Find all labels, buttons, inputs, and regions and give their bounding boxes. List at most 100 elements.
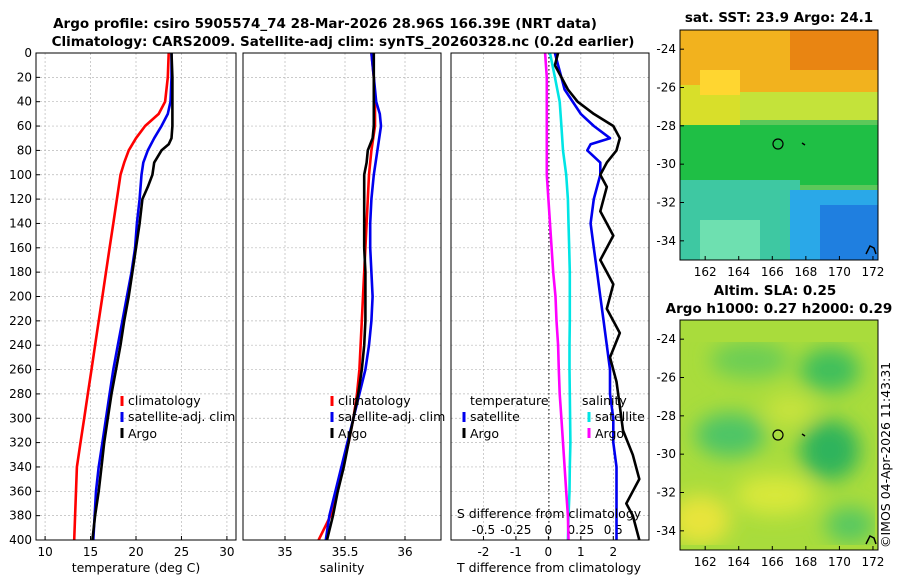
y-tick-label: 60	[17, 119, 32, 133]
series-line-t-satellite	[553, 53, 618, 540]
map-y-tick-label: -26	[656, 371, 676, 385]
x-tick-label: 0	[545, 545, 553, 559]
sst-map-box	[679, 29, 879, 261]
difference-legend: temperature satellite Argo salinity sate…	[462, 393, 645, 441]
sla-map-title-line2: Argo h1000: 0.27 h2000: 0.29	[666, 301, 893, 317]
series-line-satellite-adj-clim	[324, 53, 383, 540]
salinity-panel: 35 35.5 36 salinity climatology satellite-…	[242, 52, 445, 575]
map-y-tick-label: -32	[656, 196, 676, 210]
temperature-axes-box	[35, 52, 237, 541]
sla-map-title-line1: Altim. SLA: 0.25	[714, 283, 836, 299]
series-line-s-argo	[543, 53, 570, 540]
map-x-tick-label: 162	[694, 555, 717, 569]
sla-field-anomalies	[680, 342, 875, 545]
legend-s-satellite-label: satellite	[595, 409, 645, 424]
map-y-tick-label: -34	[656, 234, 676, 248]
imos-credit: ©IMOS 04-Apr-2026 11:43:31	[878, 362, 893, 548]
map-x-tick-label: 164	[727, 265, 750, 279]
sst-coast	[865, 244, 877, 255]
legend-argo-label: Argo	[128, 426, 157, 441]
map-y-tick-label: -30	[656, 157, 676, 171]
map-y-tick-label: -24	[656, 332, 676, 346]
y-tick-label: 120	[9, 192, 32, 206]
legend-t-argo-label: Argo	[470, 426, 499, 441]
temperature-panel: 0 20 40 60 80 100 120 140 160 180 200 220 240 260 280 3…	[9, 46, 237, 575]
difference-axes-box	[450, 52, 650, 541]
legend-t-satellite-label: satellite	[470, 409, 520, 424]
salinity-axes-box	[242, 52, 442, 541]
series-line-t-argo	[553, 53, 641, 540]
sst-map: sat. SST: 23.9 Argo: 24.1 162 164 166	[656, 10, 884, 279]
sla-float-marker	[772, 429, 784, 441]
x-tick-label: -1	[510, 545, 522, 559]
x-tick-label: 35.5	[332, 545, 359, 559]
series-line-s-satellite	[548, 53, 572, 540]
legend-climatology-label: climatology	[338, 393, 411, 408]
y-tick-label: 200	[9, 290, 32, 304]
s-tick-label: 0.25	[567, 523, 594, 537]
x-tick-label: 36	[397, 545, 412, 559]
legend-s-argo-label: Argo	[595, 426, 624, 441]
sla-heatmap-image	[680, 320, 878, 550]
difference-xlabel: T difference from climatology	[456, 560, 642, 575]
y-tick-label: 320	[9, 436, 32, 450]
temperature-xlabel: temperature (deg C)	[72, 560, 201, 575]
series-line-climatology	[72, 53, 170, 540]
map-x-tick-label: 166	[761, 265, 784, 279]
y-tick-label: 220	[9, 314, 32, 328]
map-y-tick-label: -26	[656, 81, 676, 95]
map-y-tick-label: -28	[656, 119, 676, 133]
sla-island	[801, 433, 806, 437]
x-tick-label: 35	[277, 545, 292, 559]
map-x-tick-label: 172	[862, 555, 885, 569]
y-tick-label: 160	[9, 241, 32, 255]
salinity-xlabel: salinity	[320, 560, 365, 575]
legend-satellite-label: satellite-adj. clim	[128, 409, 235, 424]
y-tick-label: 140	[9, 216, 32, 230]
s-tick-label: 0	[545, 523, 553, 537]
y-tick-label: 340	[9, 460, 32, 474]
sst-field-cool-band	[680, 125, 878, 260]
map-x-tick-label: 168	[794, 265, 817, 279]
x-tick-label: 25	[174, 545, 189, 559]
y-tick-label: 400	[9, 533, 32, 547]
s-difference-label: S difference from climatology	[457, 506, 642, 521]
figure-title-line1: Argo profile: csiro 5905574_74 28-Mar-20…	[53, 16, 597, 32]
y-tick-label: 0	[24, 46, 32, 60]
sla-coast	[865, 534, 877, 545]
sla-map: Altim. SLA: 0.25 Argo h1000: 0.27 h2000:…	[656, 283, 892, 569]
map-x-tick-label: 170	[828, 555, 851, 569]
y-tick-label: 180	[9, 265, 32, 279]
legend-argo-label: Argo	[338, 426, 367, 441]
x-tick-label: 10	[37, 545, 52, 559]
y-tick-label: 100	[9, 168, 32, 182]
legend-satellite-label: satellite-adj. clim	[338, 409, 445, 424]
y-tick-label: 80	[17, 143, 32, 157]
y-tick-label: 240	[9, 338, 32, 352]
y-tick-label: 20	[17, 70, 32, 84]
map-y-tick-label: -24	[656, 42, 676, 56]
x-tick-label: 20	[128, 545, 143, 559]
map-x-tick-label: 170	[828, 265, 851, 279]
series-line-argo	[325, 53, 376, 540]
s-tick-label: -0.5	[472, 523, 495, 537]
y-tick-label: 280	[9, 387, 32, 401]
map-x-tick-label: 162	[694, 265, 717, 279]
difference-panel: -2 -1 0 1 2 -0.5 -0.25 0 0.25 0.5 T difference f…	[450, 52, 650, 575]
map-x-tick-label: 166	[761, 555, 784, 569]
map-y-tick-label: -30	[656, 447, 676, 461]
legend-temperature-title: temperature	[470, 393, 549, 408]
sst-map-title: sat. SST: 23.9 Argo: 24.1	[685, 10, 873, 26]
map-y-tick-label: -28	[656, 409, 676, 423]
legend-climatology-label: climatology	[128, 393, 201, 408]
x-tick-label: 2	[609, 545, 617, 559]
map-y-tick-label: -32	[656, 486, 676, 500]
map-x-tick-label: 172	[862, 265, 885, 279]
x-tick-label: 1	[577, 545, 585, 559]
x-tick-label: 30	[219, 545, 234, 559]
map-x-tick-label: 164	[727, 555, 750, 569]
figure-title-line2: Climatology: CARS2009. Satellite-adj cli…	[52, 34, 635, 50]
y-tick-label: 260	[9, 363, 32, 377]
s-tick-label: 0.5	[604, 523, 623, 537]
